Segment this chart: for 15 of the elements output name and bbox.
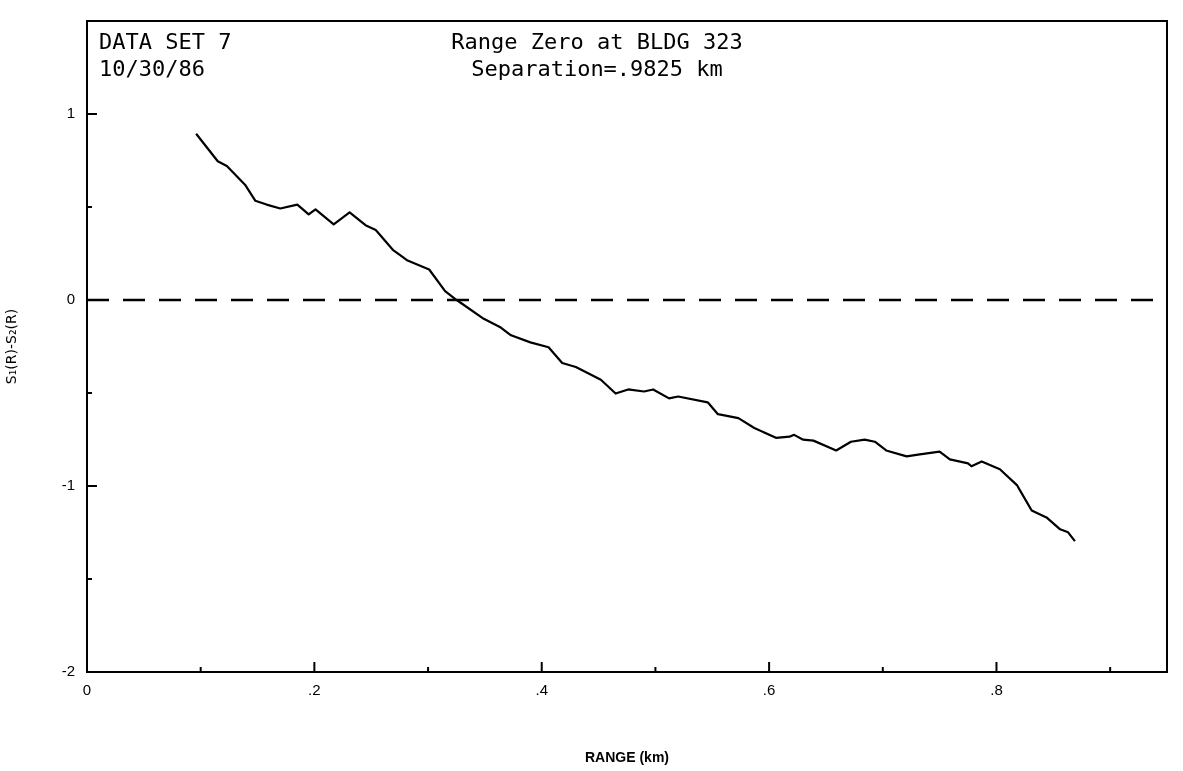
annotation: 10/30/86 (99, 56, 205, 81)
annotation: DATA SET 7 (99, 29, 232, 54)
y-tick-label: -2 (61, 662, 75, 680)
x-tick-label: .6 (762, 681, 776, 699)
x-tick-label: 0 (82, 681, 92, 699)
y-axis-title: S₁(R)-S₂(R) (3, 308, 20, 385)
y-tick-label: 1 (66, 104, 75, 122)
x-tick-label: .4 (535, 681, 548, 699)
text: Separation=.9825 km (471, 56, 723, 81)
chart-title: Range Zero at BLDG 323 (451, 29, 743, 54)
x-tick-label: .8 (990, 681, 1003, 699)
x-tick-label: .2 (308, 681, 321, 699)
y-tick-label: 0 (66, 290, 75, 308)
x-axis-title: RANGE (km) (584, 749, 670, 766)
y-tick-label: -1 (61, 476, 75, 494)
